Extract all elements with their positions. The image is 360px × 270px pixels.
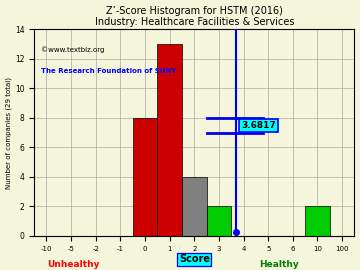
Bar [157, 44, 182, 236]
Text: Unhealthy: Unhealthy [47, 260, 99, 269]
Bar [182, 177, 207, 236]
Text: 3.6817: 3.6817 [241, 121, 276, 130]
Text: ©www.textbiz.org: ©www.textbiz.org [41, 46, 104, 53]
Title: Z’-Score Histogram for HSTM (2016)
Industry: Healthcare Facilities & Services: Z’-Score Histogram for HSTM (2016) Indus… [95, 6, 294, 27]
X-axis label: Score: Score [179, 254, 210, 264]
Y-axis label: Number of companies (29 total): Number of companies (29 total) [5, 77, 12, 189]
Bar [207, 207, 231, 236]
Bar [133, 118, 157, 236]
Bar [305, 207, 330, 236]
Text: Healthy: Healthy [259, 260, 299, 269]
Text: The Research Foundation of SUNY: The Research Foundation of SUNY [41, 68, 176, 74]
